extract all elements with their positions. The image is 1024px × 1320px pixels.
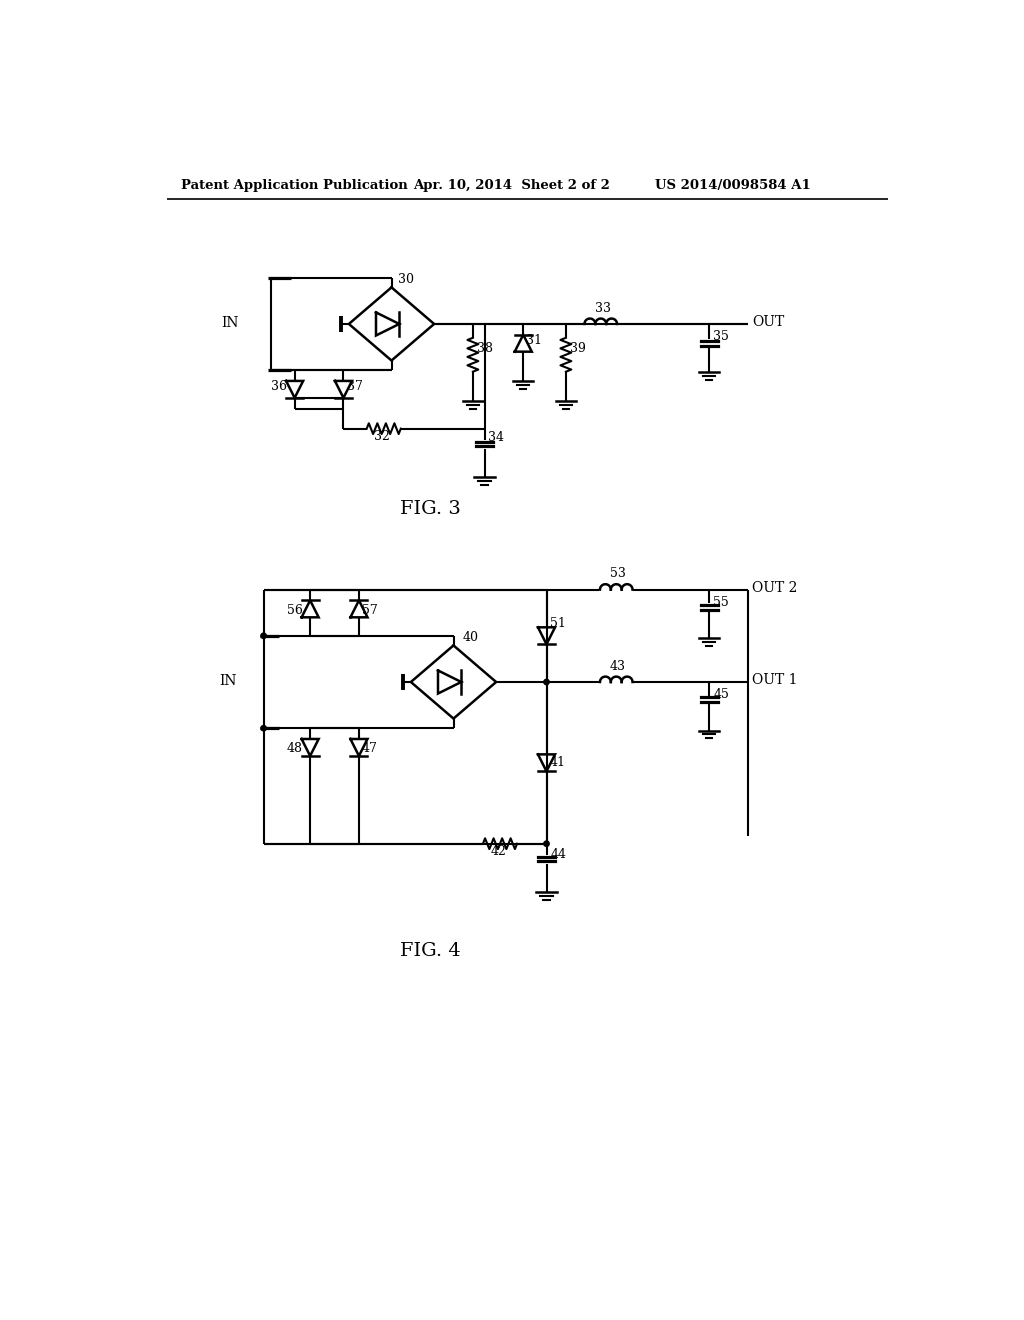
Text: 31: 31 bbox=[526, 334, 543, 347]
Circle shape bbox=[261, 726, 266, 731]
Text: OUT: OUT bbox=[752, 315, 784, 330]
Text: 43: 43 bbox=[610, 660, 626, 673]
Text: 38: 38 bbox=[477, 342, 493, 355]
Circle shape bbox=[261, 634, 266, 639]
Text: 32: 32 bbox=[375, 429, 390, 442]
Text: 39: 39 bbox=[569, 342, 586, 355]
Text: 34: 34 bbox=[488, 432, 505, 444]
Text: 56: 56 bbox=[287, 603, 303, 616]
Text: 30: 30 bbox=[397, 273, 414, 286]
Text: 37: 37 bbox=[346, 380, 362, 393]
Text: 41: 41 bbox=[550, 756, 565, 770]
Text: 40: 40 bbox=[463, 631, 479, 644]
Text: 51: 51 bbox=[550, 616, 565, 630]
Text: OUT 2: OUT 2 bbox=[752, 581, 798, 595]
Text: 44: 44 bbox=[550, 847, 566, 861]
Text: FIG. 4: FIG. 4 bbox=[400, 942, 461, 961]
Circle shape bbox=[544, 680, 549, 685]
Text: US 2014/0098584 A1: US 2014/0098584 A1 bbox=[655, 178, 811, 191]
Text: 35: 35 bbox=[713, 330, 729, 343]
Text: 55: 55 bbox=[713, 595, 729, 609]
Text: 45: 45 bbox=[713, 688, 729, 701]
Text: 57: 57 bbox=[362, 603, 378, 616]
Text: 33: 33 bbox=[595, 302, 610, 314]
Text: 53: 53 bbox=[610, 568, 626, 581]
Text: 36: 36 bbox=[271, 380, 288, 393]
Text: Patent Application Publication: Patent Application Publication bbox=[180, 178, 408, 191]
Text: FIG. 3: FIG. 3 bbox=[399, 500, 461, 517]
Text: 42: 42 bbox=[490, 845, 507, 858]
Text: 47: 47 bbox=[362, 742, 378, 755]
Text: 48: 48 bbox=[287, 742, 303, 755]
Text: IN: IN bbox=[219, 675, 237, 688]
Text: IN: IN bbox=[221, 315, 239, 330]
Text: OUT 1: OUT 1 bbox=[752, 673, 798, 688]
Text: Apr. 10, 2014  Sheet 2 of 2: Apr. 10, 2014 Sheet 2 of 2 bbox=[414, 178, 610, 191]
Circle shape bbox=[544, 841, 549, 846]
